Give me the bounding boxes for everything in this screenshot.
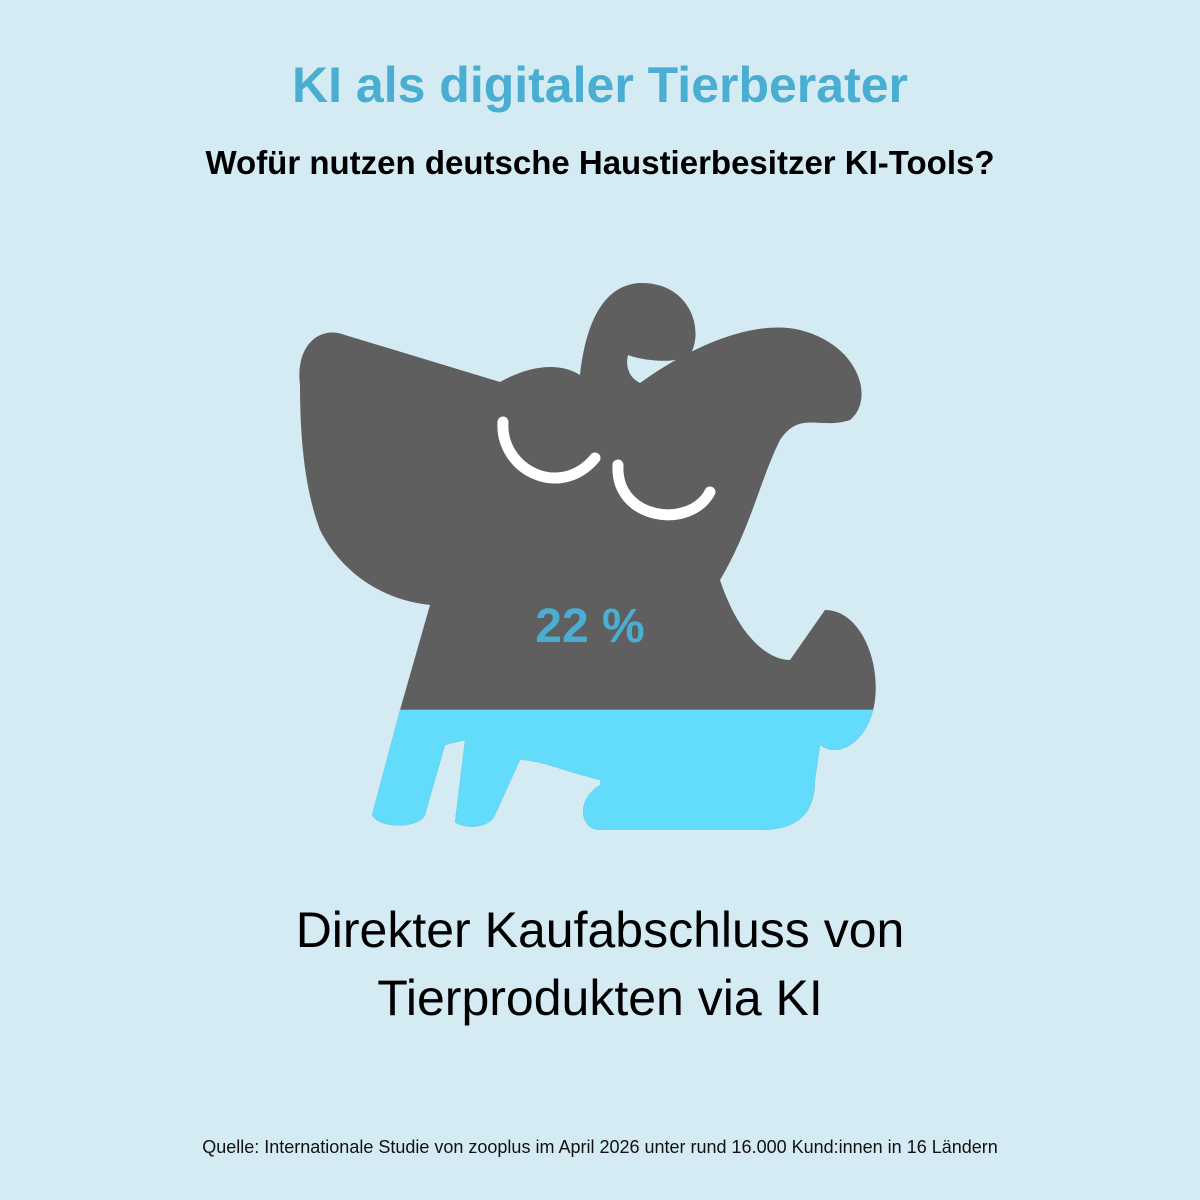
subtitle: Wofür nutzen deutsche Haustierbesitzer K… xyxy=(205,144,995,181)
eye xyxy=(497,416,601,484)
value-label: 22 % xyxy=(535,600,644,653)
eye xyxy=(612,459,716,521)
dog-shape xyxy=(299,283,876,830)
source: Quelle: Internationale Studie von zooplu… xyxy=(202,1137,998,1157)
category-label: Direkter Kaufabschluss von Tierprodukten… xyxy=(295,902,905,1026)
fill-bar xyxy=(299,709,876,830)
title: KI als digitaler Tierberater xyxy=(292,57,908,113)
